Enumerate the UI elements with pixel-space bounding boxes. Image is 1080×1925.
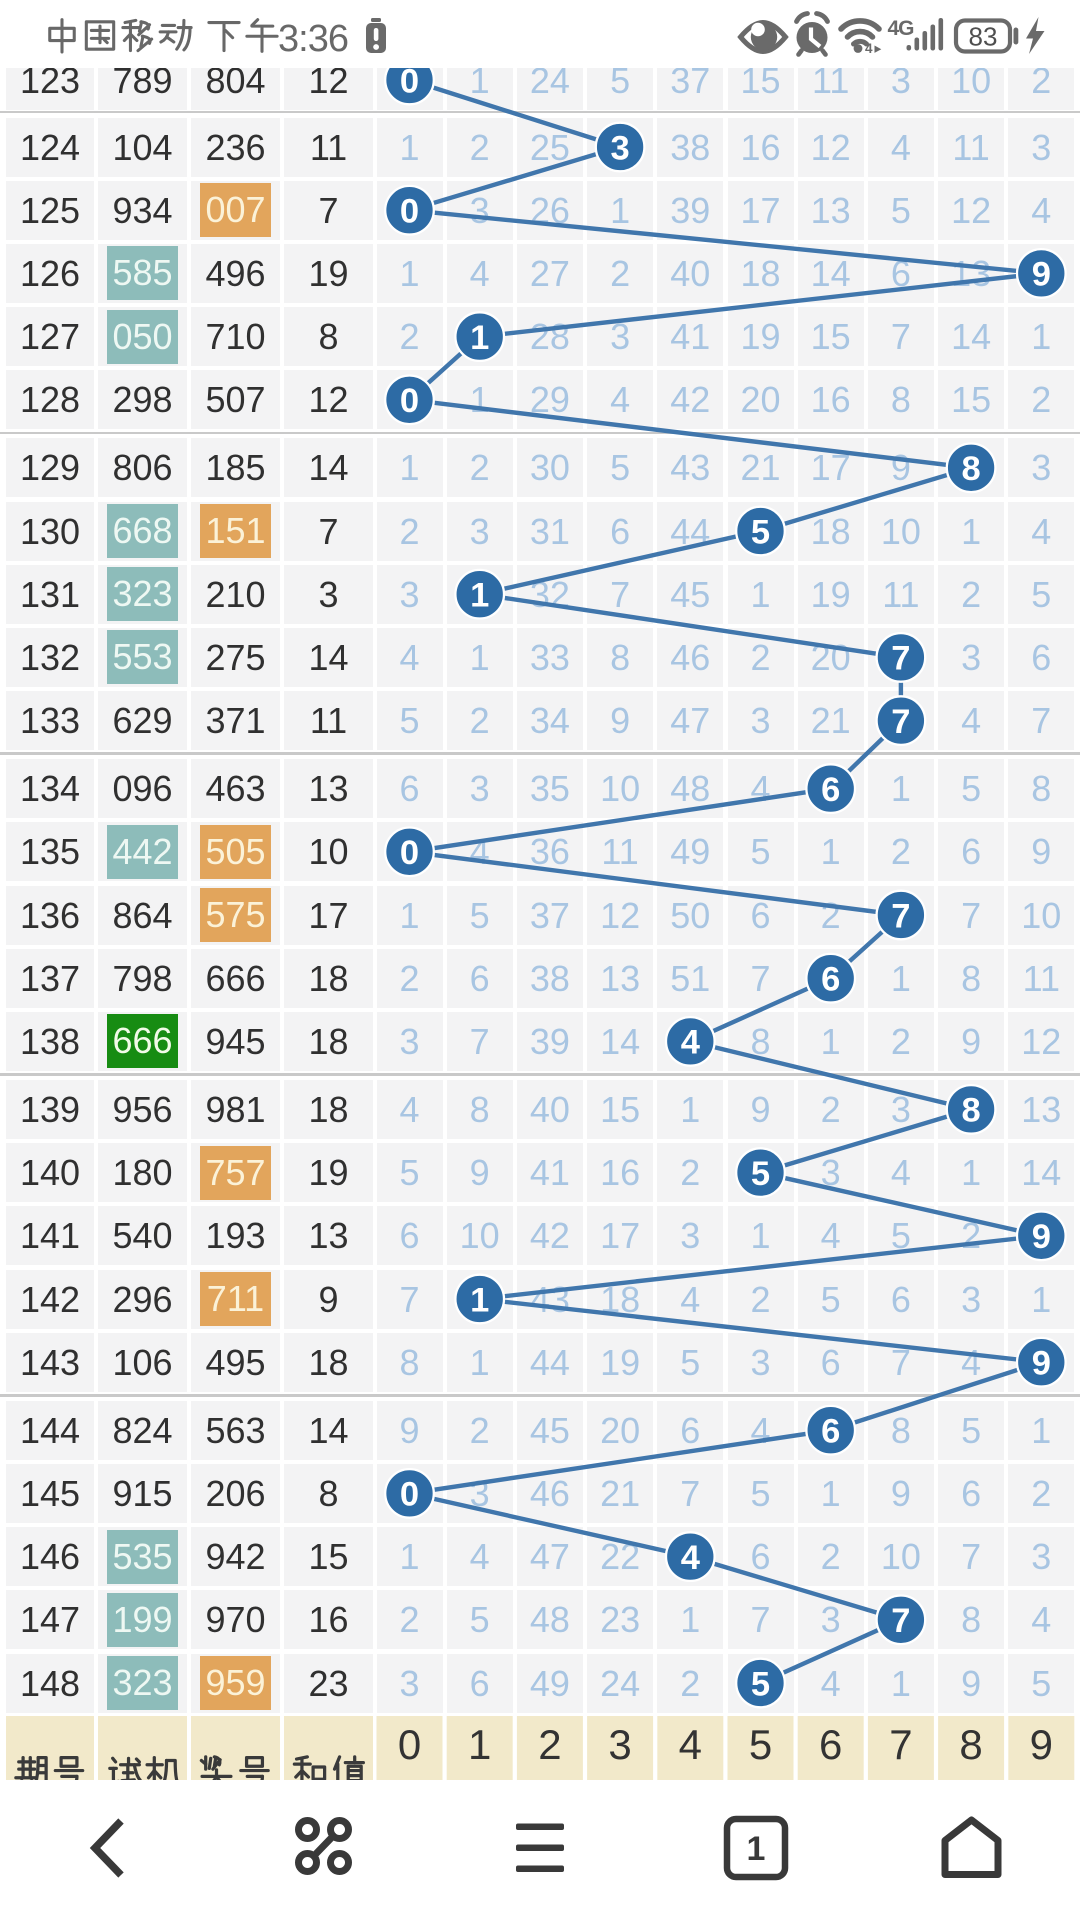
svg-text:4: 4 [681, 1539, 700, 1577]
svg-text:5: 5 [749, 1721, 772, 1768]
svg-text:7: 7 [889, 1721, 912, 1768]
svg-text:7: 7 [891, 703, 910, 741]
svg-text:8: 8 [959, 1721, 982, 1768]
svg-text:1: 1 [747, 1830, 766, 1868]
svg-text:4: 4 [679, 1721, 702, 1768]
svg-text:5: 5 [751, 1155, 770, 1193]
svg-text:7: 7 [891, 897, 910, 935]
svg-text:0: 0 [400, 382, 419, 420]
svg-text:3: 3 [608, 1721, 631, 1768]
svg-text:4: 4 [681, 1024, 700, 1062]
svg-text:4G: 4G [888, 17, 915, 40]
svg-text:7: 7 [891, 640, 910, 678]
svg-text:0: 0 [398, 1721, 421, 1768]
svg-text:0: 0 [400, 62, 419, 100]
svg-text:9: 9 [1032, 1218, 1051, 1256]
svg-text:0: 0 [400, 1476, 419, 1514]
svg-text:1: 1 [468, 1721, 491, 1768]
svg-text:9: 9 [1030, 1721, 1053, 1768]
svg-text:0: 0 [400, 193, 419, 231]
svg-text:1: 1 [470, 577, 489, 615]
svg-text:8: 8 [962, 450, 981, 488]
svg-text:2: 2 [538, 1721, 561, 1768]
svg-text:3: 3 [611, 129, 630, 167]
svg-text:8: 8 [962, 1092, 981, 1130]
svg-text:9: 9 [1032, 256, 1051, 294]
svg-text:4: 4 [865, 41, 873, 56]
svg-text:5: 5 [751, 513, 770, 551]
svg-text:0: 0 [400, 834, 419, 872]
svg-text:5: 5 [751, 1665, 770, 1703]
svg-text:1: 1 [470, 1281, 489, 1319]
svg-text:6: 6 [819, 1721, 842, 1768]
svg-text:6: 6 [821, 771, 840, 809]
svg-text:7: 7 [891, 1602, 910, 1640]
svg-text:6: 6 [821, 961, 840, 999]
svg-text:6: 6 [821, 1413, 840, 1451]
svg-text:3:36: 3:36 [278, 18, 348, 60]
svg-text:83: 83 [969, 22, 998, 52]
svg-text:9: 9 [1032, 1345, 1051, 1383]
svg-text:1: 1 [470, 319, 489, 357]
